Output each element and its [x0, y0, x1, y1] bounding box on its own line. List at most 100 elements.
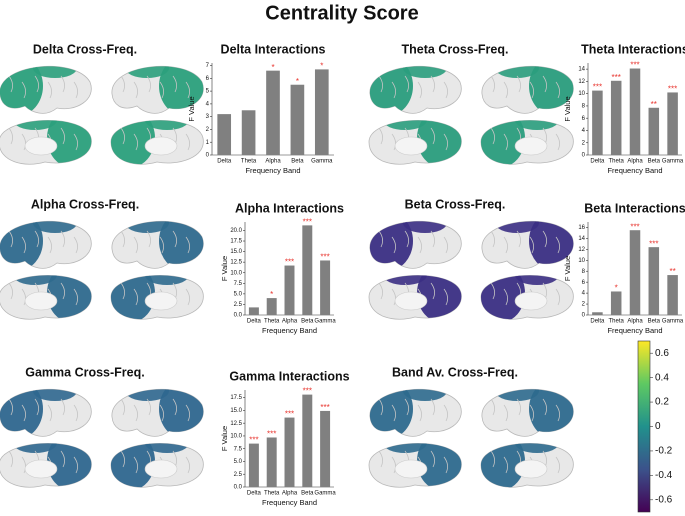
- x-tick-label: Gamma: [311, 159, 333, 165]
- brain: [369, 220, 462, 269]
- medial-wall: [514, 459, 548, 479]
- sulcus: [443, 404, 448, 422]
- x-axis-label: Frequency Band: [607, 326, 662, 335]
- brain-panel-title: Delta Cross-Freq.: [33, 42, 137, 56]
- y-tick-label: 4: [582, 128, 586, 134]
- y-tick-label: 12: [578, 247, 585, 253]
- y-axis-label: F Value: [220, 426, 229, 451]
- bar: [629, 230, 641, 315]
- sulcus: [133, 133, 138, 151]
- sulcus: [60, 75, 65, 93]
- x-tick-label: Delta: [247, 491, 262, 497]
- sulcus: [404, 75, 409, 93]
- medial-wall: [394, 291, 428, 311]
- brain-panel-title: Alpha Cross-Freq.: [31, 197, 139, 211]
- sulcus: [172, 75, 177, 93]
- sulcus: [555, 236, 560, 254]
- sulcus: [120, 75, 125, 93]
- sulcus: [21, 288, 26, 306]
- sulcus: [146, 230, 151, 248]
- activity-patch: [33, 66, 77, 78]
- x-tick-label: Gamma: [314, 491, 336, 497]
- x-tick-label: Delta: [590, 159, 605, 165]
- bar: [302, 225, 313, 315]
- bar: [241, 110, 256, 155]
- sulcus: [47, 81, 52, 99]
- brain: [481, 388, 574, 437]
- y-tick-label: 1: [206, 140, 210, 146]
- sulcus: [430, 75, 435, 93]
- y-tick-label: 6: [206, 76, 210, 82]
- x-axis-label: Frequency Band: [262, 326, 317, 335]
- brain-panel-title: Theta Cross-Freq.: [402, 42, 509, 56]
- sulcus: [391, 133, 396, 151]
- brain: [0, 120, 92, 165]
- y-tick-label: 10.0: [230, 434, 242, 440]
- sulcus: [120, 450, 125, 468]
- sulcus: [8, 127, 13, 145]
- x-tick-label: Delta: [247, 319, 262, 325]
- colorbar-tick-label: -0.6: [655, 494, 673, 505]
- activity-patch: [33, 221, 77, 233]
- sulcus: [430, 127, 435, 145]
- y-tick-label: 0: [206, 153, 210, 159]
- significance-label: ***: [303, 217, 312, 226]
- y-tick-label: 15.0: [230, 249, 242, 255]
- y-tick-label: 15.0: [230, 408, 242, 414]
- sulcus: [443, 133, 448, 151]
- significance-label: *: [615, 284, 618, 293]
- x-tick-label: Alpha: [627, 319, 643, 325]
- medial-wall: [514, 136, 548, 156]
- sulcus: [490, 282, 495, 300]
- bar: [248, 443, 259, 487]
- bar: [592, 312, 603, 315]
- sulcus: [120, 398, 125, 416]
- sulcus: [159, 236, 164, 254]
- sulcus: [516, 398, 521, 416]
- x-tick-label: Beta: [648, 319, 661, 325]
- sulcus: [185, 456, 190, 474]
- bar: [284, 417, 295, 487]
- activity-patch: [403, 389, 447, 401]
- sulcus: [185, 288, 190, 306]
- activity-patch: [369, 221, 413, 269]
- colorbar: [637, 340, 651, 513]
- brain-panel-title: Gamma Cross-Freq.: [25, 365, 144, 379]
- x-tick-label: Gamma: [662, 159, 684, 165]
- y-tick-label: 12.5: [230, 421, 242, 427]
- activity-patch: [111, 275, 155, 320]
- activity-patch: [515, 443, 559, 453]
- medial-wall: [24, 136, 58, 156]
- sulcus: [378, 398, 383, 416]
- colorbar-tick-label: 0.6: [655, 348, 669, 359]
- x-axis-label: Frequency Band: [607, 166, 662, 175]
- x-tick-label: Theta: [264, 491, 280, 497]
- bar: [610, 80, 622, 155]
- brain: [110, 275, 204, 320]
- activity-patch: [383, 275, 427, 285]
- brain: [481, 65, 574, 114]
- x-tick-label: Beta: [648, 159, 661, 165]
- sulcus: [391, 288, 396, 306]
- chart-title: Gamma Interactions: [229, 369, 349, 383]
- activity-patch: [403, 66, 447, 78]
- brain: [0, 65, 92, 114]
- sulcus: [378, 282, 383, 300]
- activity-patch: [13, 120, 57, 130]
- brain: [369, 65, 462, 114]
- sulcus: [391, 456, 396, 474]
- sulcus: [503, 288, 508, 306]
- sulcus: [146, 75, 151, 93]
- x-tick-label: Gamma: [314, 319, 336, 325]
- sulcus: [404, 398, 409, 416]
- sulcus: [490, 398, 495, 416]
- sulcus: [430, 398, 435, 416]
- x-tick-label: Theta: [609, 319, 625, 325]
- significance-label: ***: [320, 403, 329, 412]
- x-tick-label: Gamma: [662, 319, 684, 325]
- activity-patch: [145, 120, 189, 130]
- y-tick-label: 12: [578, 79, 585, 85]
- chart-title: Beta Interactions: [584, 201, 685, 215]
- y-tick-label: 2: [582, 302, 586, 308]
- y-axis-label: F Value: [563, 256, 572, 281]
